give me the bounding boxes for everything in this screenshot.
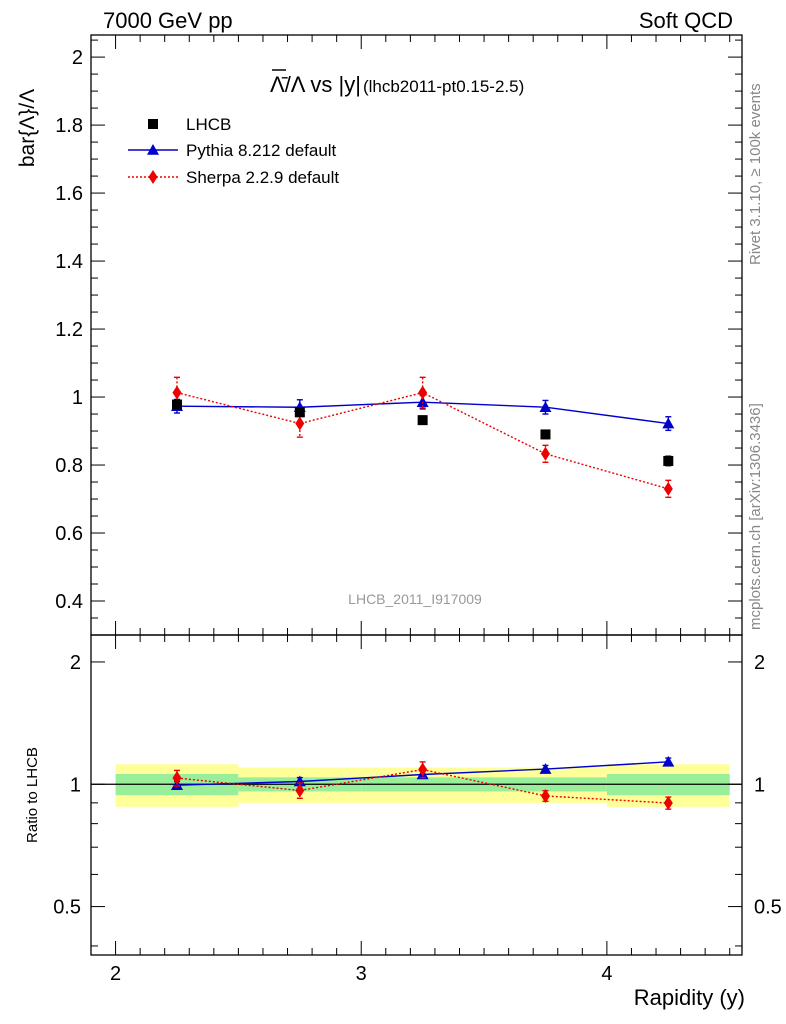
y-tick-label: 1.8: [55, 115, 83, 137]
ratio-data-series: [170, 755, 675, 811]
sherpa-point: [295, 416, 305, 431]
mcplots-reference: mcplots.cern.ch [arXiv:1306.3436]: [747, 403, 764, 630]
ratio-plot-frame: [90, 634, 743, 956]
header-energy: 7000 GeV pp: [103, 8, 233, 33]
sherpa-ratio-point: [295, 783, 305, 798]
plot-title-suffix: (lhcb2011-pt0.15-2.5): [363, 77, 524, 96]
pythia-point: [662, 417, 675, 429]
sherpa-point: [418, 385, 428, 400]
ratio-tick-label-right: 2: [754, 652, 765, 674]
y-tick-label: 0.6: [55, 523, 83, 545]
rivet-version-note: Rivet 3.1.10, ≥ 100k events: [747, 83, 764, 265]
y-tick-label: 1.4: [55, 251, 83, 273]
lhcb-point: [294, 407, 305, 418]
y-tick-label: 1.6: [55, 183, 83, 205]
x-tick-label: 3: [356, 963, 367, 985]
sherpa-point: [540, 446, 550, 461]
legend-marker-sherpa: [148, 170, 158, 184]
y-tick-label: 2: [72, 47, 83, 69]
ratio-tick-label: 0.5: [53, 897, 81, 919]
sherpa-point: [172, 385, 182, 400]
sherpa-ratio-point: [418, 762, 428, 777]
y-tick-label: 0.4: [55, 591, 83, 613]
lhcb-point: [540, 429, 551, 440]
main-y-axis: 0.4 0.6 0.8 1 1.2 1.4 1.6 1.8 2: [55, 39, 742, 636]
sherpa-ratio-point: [540, 788, 550, 803]
lhcb-point: [171, 399, 182, 410]
plot-title-main: Λ̄/Λ vs |y|: [270, 72, 361, 97]
lhcb-point: [663, 455, 674, 466]
sherpa-ratio-point: [663, 796, 673, 811]
ratio-tick-label-right: 0.5: [754, 897, 782, 919]
legend-marker-pythia: [147, 144, 159, 155]
y-tick-label: 1.2: [55, 319, 83, 341]
ratio-y-axis: 0.5 0.5 1 1 2 2: [53, 652, 782, 947]
header-process: Soft QCD: [639, 8, 733, 33]
plot-title: Λ̄/Λ vs |y| (lhcb2011-pt0.15-2.5): [270, 72, 524, 97]
analysis-watermark: LHCB_2011_I917009: [348, 591, 482, 607]
legend-label-lhcb: LHCB: [186, 115, 231, 134]
legend-marker-lhcb: [148, 119, 158, 129]
pythia-ratio-point: [539, 763, 552, 774]
sherpa-ratio-point: [172, 771, 182, 786]
y-tick-label: 1: [72, 387, 83, 409]
x-tick-label: 2: [110, 963, 121, 985]
ratio-tick-label: 2: [70, 652, 81, 674]
x-axis: 2 3 4: [110, 35, 731, 985]
y-tick-label: 0.8: [55, 455, 83, 477]
legend-label-sherpa: Sherpa 2.2.9 default: [186, 168, 339, 187]
y-axis-label: bar{Λ}/Λ: [16, 89, 39, 167]
sherpa-point: [663, 481, 673, 496]
main-data-series: [170, 376, 675, 499]
legend-label-pythia: Pythia 8.212 default: [186, 141, 337, 160]
pythia-point: [539, 401, 552, 413]
ratio-tick-label: 1: [70, 774, 81, 796]
x-tick-label: 4: [601, 963, 612, 985]
x-axis-label: Rapidity (y): [634, 985, 745, 1010]
legend: LHCB Pythia 8.212 default Sherpa 2.2.9 def…: [128, 115, 339, 187]
ratio-y-axis-label: Ratio to LHCB: [24, 747, 41, 843]
ratio-tick-label-right: 1: [754, 774, 765, 796]
lhcb-point: [417, 415, 428, 426]
pythia-ratio-point: [662, 755, 675, 767]
